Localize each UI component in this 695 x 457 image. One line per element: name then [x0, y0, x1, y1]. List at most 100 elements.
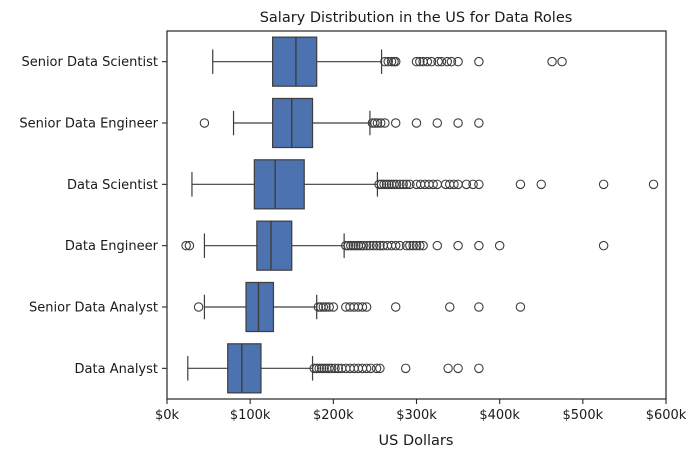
outlier-point: [341, 240, 351, 251]
x-tick-label: $300k: [396, 408, 437, 423]
box-data-scientist: [253, 159, 305, 210]
y-tick-labels: Senior Data Scientist Senior Data Enginee…: [19, 55, 167, 377]
outlier-point: [432, 240, 443, 251]
outlier-point: [389, 179, 399, 190]
outlier-point: [598, 179, 609, 190]
outlier-point: [515, 302, 526, 312]
outlier-point: [415, 240, 425, 251]
outlier-point: [408, 240, 418, 251]
box-senior-data-engineer: [272, 97, 314, 149]
outlier-point: [379, 179, 389, 190]
outlier-point: [330, 363, 340, 374]
box-senior-data-analyst: [245, 281, 275, 333]
outlier-point: [351, 240, 361, 251]
outlier-point: [474, 240, 484, 251]
outlier-point: [390, 240, 401, 251]
x-axis-ticks: $0k $100k $200k $300k $400k $500k $600k: [155, 399, 687, 423]
outlier-point: [401, 240, 412, 251]
outlier-point: [443, 363, 453, 374]
outlier-point: [321, 302, 331, 312]
y-tick-label-senior-data-analyst: Senior Data Analyst: [29, 301, 158, 316]
outlier-point: [453, 240, 463, 251]
outlier-point: [474, 118, 484, 128]
outlier-point: [375, 118, 386, 128]
outlier-point: [648, 179, 659, 190]
outlier-point: [386, 56, 397, 67]
outlier-point: [376, 179, 387, 190]
outlier-point: [445, 302, 455, 312]
outlier-point: [324, 363, 334, 374]
outlier-point: [557, 56, 567, 67]
outlier-point: [415, 56, 425, 67]
outlier-point: [474, 179, 484, 190]
outlier-point: [468, 179, 478, 190]
x-tick-label: $0k: [155, 408, 180, 423]
outlier-point: [390, 302, 401, 312]
outlier-point: [547, 56, 557, 67]
outlier-point: [380, 56, 390, 67]
outlier-point: [436, 56, 447, 67]
box-group-data-scientist: [191, 159, 659, 210]
outlier-point: [326, 363, 337, 374]
y-tick-label-senior-data-scientist: Senior Data Scientist: [21, 55, 158, 70]
y-tick-label-senior-data-engineer: Senior Data Engineer: [19, 117, 158, 132]
outlier-point: [411, 56, 422, 67]
chart-title: Salary Distribution in the US for Data R…: [260, 10, 573, 26]
outlier-point: [426, 56, 437, 67]
outlier-point: [313, 302, 324, 312]
outlier-point: [453, 56, 463, 67]
outlier-point: [400, 363, 411, 374]
outlier-point: [536, 179, 546, 190]
outlier-point: [319, 363, 329, 374]
outlier-point: [390, 56, 401, 67]
y-tick-label-data-scientist: Data Scientist: [67, 178, 158, 193]
outlier-point: [453, 363, 463, 374]
box-group-data-engineer: [181, 220, 609, 271]
outlier-point: [371, 240, 382, 251]
box-data-analyst: [227, 343, 262, 394]
outlier-point: [328, 302, 339, 312]
outlier-point: [365, 240, 375, 251]
outlier-point: [199, 118, 210, 128]
outlier-point: [422, 56, 433, 67]
outlier-point: [324, 302, 334, 312]
outlier-point: [357, 302, 368, 312]
x-axis-label: US Dollars: [379, 433, 454, 449]
outlier-point: [348, 240, 359, 251]
outlier-point: [515, 179, 526, 190]
box-data-engineer: [256, 220, 293, 271]
outlier-point: [311, 363, 322, 374]
outlier-point: [375, 363, 385, 374]
outlier-point: [432, 118, 443, 128]
y-tick-label-data-analyst: Data Analyst: [75, 362, 158, 377]
outlier-point: [184, 240, 195, 251]
outlier-point: [384, 179, 394, 190]
outlier-point: [375, 240, 385, 251]
y-tick-label-data-engineer: Data Engineer: [65, 239, 159, 254]
outlier-point: [453, 118, 463, 128]
outlier-point: [428, 179, 438, 190]
outlier-point: [346, 240, 356, 251]
outlier-point: [181, 240, 191, 251]
outlier-point: [383, 56, 393, 67]
outlier-point: [361, 240, 372, 251]
outlier-point: [449, 179, 459, 190]
outlier-point: [374, 179, 384, 190]
x-tick-label: $600k: [646, 408, 687, 423]
outlier-point: [405, 179, 415, 190]
outlier-point: [356, 240, 366, 251]
outlier-point: [398, 179, 408, 190]
outlier-point: [461, 179, 472, 190]
outlier-point: [361, 302, 372, 312]
outlier-point: [411, 240, 422, 251]
outlier-point: [390, 118, 401, 128]
outlier-point: [433, 56, 443, 67]
box-group-senior-data-analyst: [193, 281, 526, 333]
outlier-point: [366, 363, 376, 374]
outlier-point: [405, 240, 415, 251]
outlier-point: [309, 363, 319, 374]
outlier-point: [361, 363, 372, 374]
outlier-point: [391, 179, 402, 190]
plot-area: [181, 36, 659, 394]
